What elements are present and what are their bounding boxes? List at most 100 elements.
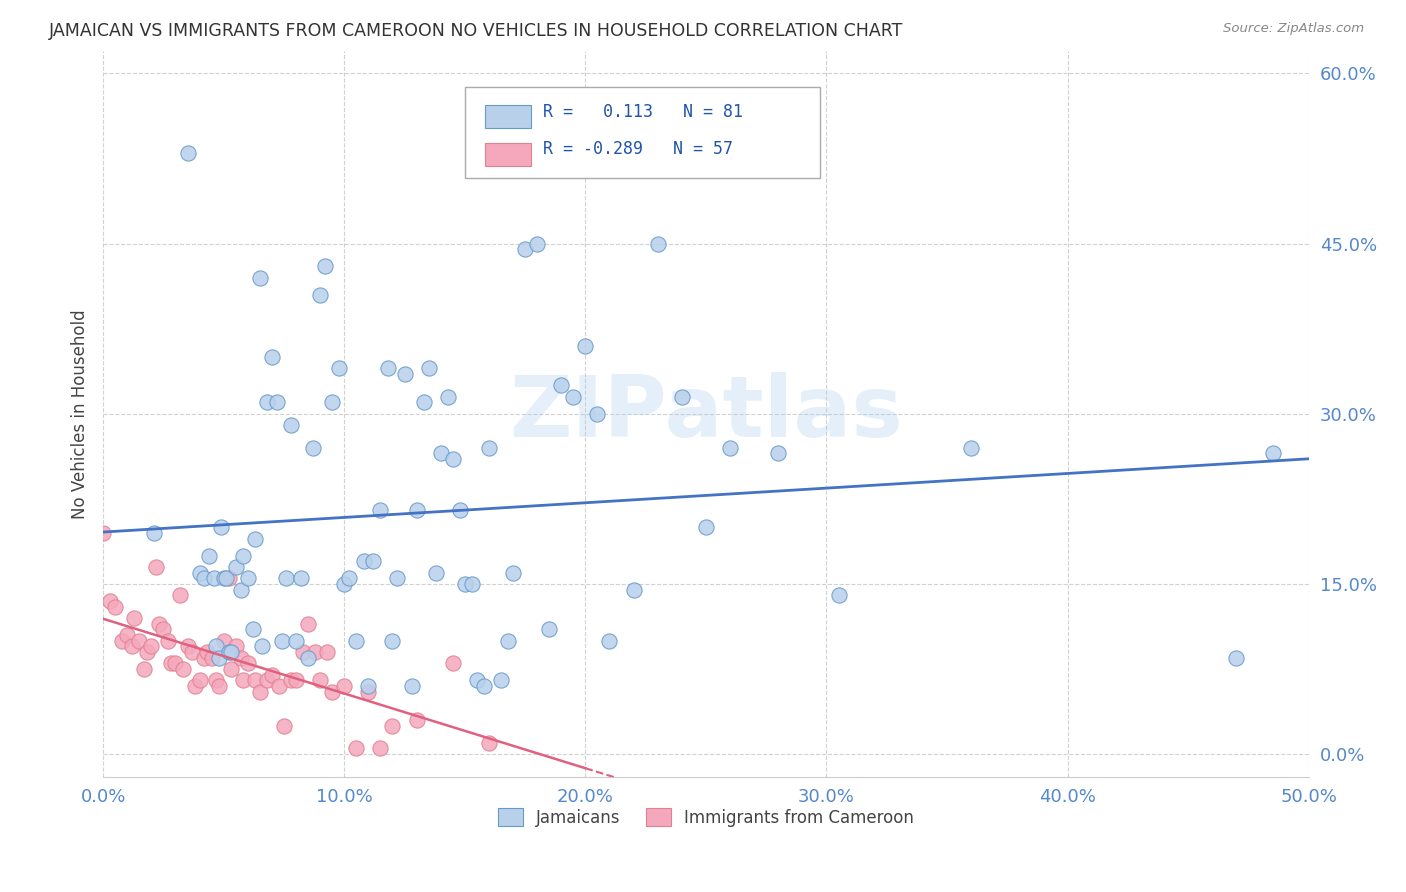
Point <box>229 582 252 597</box>
Point <box>502 566 524 580</box>
Point <box>184 679 207 693</box>
Point <box>249 685 271 699</box>
Point <box>472 679 495 693</box>
Point <box>219 662 242 676</box>
Point <box>181 645 204 659</box>
Point <box>159 657 181 671</box>
Point <box>309 673 332 688</box>
Point <box>562 390 585 404</box>
Point <box>124 611 146 625</box>
Point <box>401 679 423 693</box>
Point <box>405 503 427 517</box>
Point <box>333 577 356 591</box>
Point <box>297 616 319 631</box>
Point <box>243 532 266 546</box>
Point <box>176 640 198 654</box>
Point <box>478 736 501 750</box>
Point <box>121 640 143 654</box>
Point <box>454 577 477 591</box>
Point <box>205 673 228 688</box>
Point <box>202 571 225 585</box>
Point <box>218 571 240 585</box>
Point <box>647 236 669 251</box>
Point <box>370 503 392 517</box>
Point <box>269 679 291 693</box>
Point <box>960 441 983 455</box>
Point <box>188 673 211 688</box>
Point <box>135 645 157 659</box>
Point <box>513 242 536 256</box>
Point <box>1225 650 1247 665</box>
Point <box>218 645 240 659</box>
Point <box>309 287 332 301</box>
Point <box>141 640 163 654</box>
Point <box>441 657 464 671</box>
Point <box>169 588 191 602</box>
Point <box>586 407 609 421</box>
Point <box>285 673 308 688</box>
Point <box>209 520 232 534</box>
Point <box>344 741 367 756</box>
Point <box>429 446 451 460</box>
Point <box>142 525 165 540</box>
Point <box>280 673 302 688</box>
Point <box>437 390 460 404</box>
Point <box>316 645 339 659</box>
Point <box>249 270 271 285</box>
Point <box>381 633 404 648</box>
Point <box>91 525 114 540</box>
Point <box>115 628 138 642</box>
Point <box>242 623 264 637</box>
Point <box>321 395 343 409</box>
Point <box>219 645 242 659</box>
Point <box>489 673 512 688</box>
Point <box>302 441 325 455</box>
Point <box>285 633 308 648</box>
Point <box>201 650 224 665</box>
Point <box>225 640 247 654</box>
Point <box>337 571 360 585</box>
Point <box>394 367 416 381</box>
FancyBboxPatch shape <box>465 87 821 178</box>
Point <box>243 673 266 688</box>
Legend: Jamaicans, Immigrants from Cameroon: Jamaicans, Immigrants from Cameroon <box>498 808 914 827</box>
Point <box>176 145 198 160</box>
Point <box>193 650 215 665</box>
Point <box>412 395 434 409</box>
Text: ZIPatlas: ZIPatlas <box>509 372 903 455</box>
Point <box>208 650 231 665</box>
Point <box>314 260 336 274</box>
Text: R =   0.113   N = 81: R = 0.113 N = 81 <box>543 103 744 121</box>
Point <box>280 418 302 433</box>
Point <box>353 554 375 568</box>
Point <box>768 446 790 460</box>
Point <box>134 662 156 676</box>
Point <box>827 588 849 602</box>
Point <box>496 633 519 648</box>
Point <box>188 566 211 580</box>
Point <box>104 599 127 614</box>
Point <box>357 679 380 693</box>
Point <box>461 577 484 591</box>
Point <box>425 566 447 580</box>
Point <box>152 623 174 637</box>
Point <box>361 554 384 568</box>
Point <box>165 657 187 671</box>
Point <box>252 640 274 654</box>
Point <box>381 719 404 733</box>
Point <box>538 623 561 637</box>
Point <box>598 633 620 648</box>
Point <box>449 503 471 517</box>
Point <box>198 549 221 563</box>
Point <box>441 452 464 467</box>
Point <box>212 571 235 585</box>
Y-axis label: No Vehicles in Household: No Vehicles in Household <box>72 309 89 518</box>
Point <box>229 650 252 665</box>
Text: R = -0.289   N = 57: R = -0.289 N = 57 <box>543 140 733 158</box>
Bar <box>485 143 531 166</box>
Point <box>232 673 254 688</box>
Point <box>215 571 238 585</box>
Point <box>232 549 254 563</box>
Point <box>145 560 167 574</box>
Point <box>195 645 218 659</box>
